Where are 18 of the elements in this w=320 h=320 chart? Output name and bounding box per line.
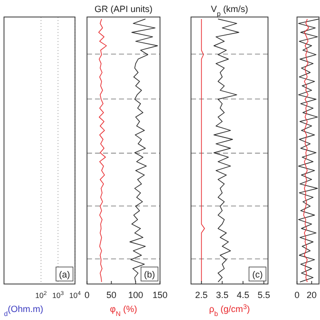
text: (a) [59,270,70,280]
annotation: (c) [252,270,263,280]
text: $_{d}$(Ohm.m) [4,304,44,318]
x-tick-label: 0 [294,290,300,300]
x-tick-label: 2.5 [195,290,208,300]
x-tick-label: 3.5 [216,290,228,300]
x-axis-title: ρ$_{b}$ (g/cm$^{3}$) [209,304,250,318]
chart-title: GR (API units) [94,4,153,14]
x-axis-title: φ$_{N}$ (%) [110,304,138,318]
x-tick-label: 150 [152,290,168,300]
x-tick-label: 20 [306,290,317,300]
annotation: (b) [144,270,155,280]
chart-title: V$_{p}$ (km/s) [210,4,248,18]
x-tick-label: 100 [128,290,144,300]
x-tick-label: 0 [84,290,90,300]
x-tick-label: 5.5 [258,290,270,300]
x-tick-label: 50 [106,290,116,300]
x-tick-label: 4.5 [236,290,250,300]
